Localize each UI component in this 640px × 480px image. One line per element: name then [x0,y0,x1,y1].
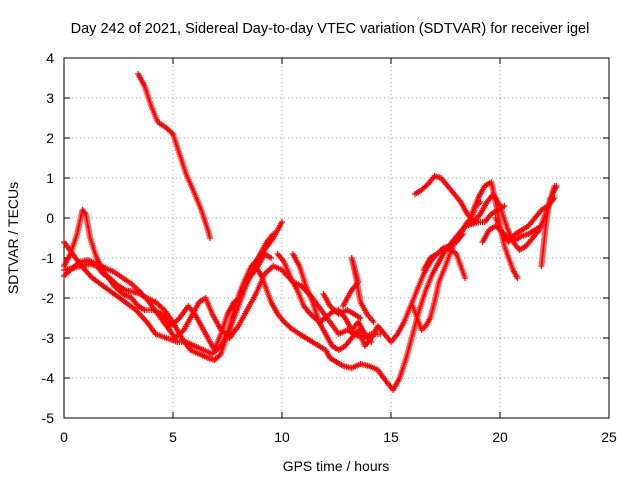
data-point [357,315,364,321]
series-arc-n [468,179,521,281]
data-point [423,182,430,189]
data-point [547,195,554,201]
chart-title: Day 242 of 2021, Sidereal Day-to-day VTE… [71,21,590,37]
data-marks [61,71,560,393]
data-point [286,323,293,330]
x-tick-label: 25 [601,429,617,445]
y-tick-label: 0 [46,210,54,226]
x-tick-label: 20 [492,429,508,445]
data-point [268,255,275,261]
data-point [81,209,88,216]
data-point [207,235,214,241]
series-arc-j [320,291,364,321]
y-tick-label: 4 [46,50,54,66]
x-axis-label: GPS time / hours [283,458,390,474]
data-point [279,219,285,225]
data-point [452,249,459,256]
axis-ticks [63,57,610,419]
data-point [168,129,175,136]
plot-frame [63,57,610,419]
y-tick-label: -5 [42,410,55,426]
data-point [551,183,558,189]
data-point [514,275,521,281]
data-point [270,231,277,237]
x-tick-labels: 0 5 10 15 20 25 [60,429,617,445]
grid [64,58,609,418]
y-tick-label: 1 [46,170,54,186]
series-arc-a [135,71,214,241]
y-tick-label: -2 [42,290,55,306]
data-point [370,319,377,325]
series-arc-i [340,255,377,325]
data-point [216,352,223,359]
y-tick-label: 2 [46,130,54,146]
y-axis-label: SDTVAR / TECUs [5,182,21,294]
x-tick-label: 5 [169,429,177,445]
y-tick-label: -4 [42,370,55,386]
y-tick-label: -1 [42,250,55,266]
series-arc-l [420,245,469,281]
y-tick-label: 3 [46,90,54,106]
data-point [462,275,469,281]
series-arc-q [538,195,554,269]
y-tick-label: -3 [42,330,55,346]
x-tick-label: 10 [274,429,290,445]
x-tick-label: 0 [60,429,68,445]
y-tick-labels: -5 -4 -3 -2 -1 0 1 2 3 4 [42,50,55,426]
x-tick-label: 15 [383,429,399,445]
